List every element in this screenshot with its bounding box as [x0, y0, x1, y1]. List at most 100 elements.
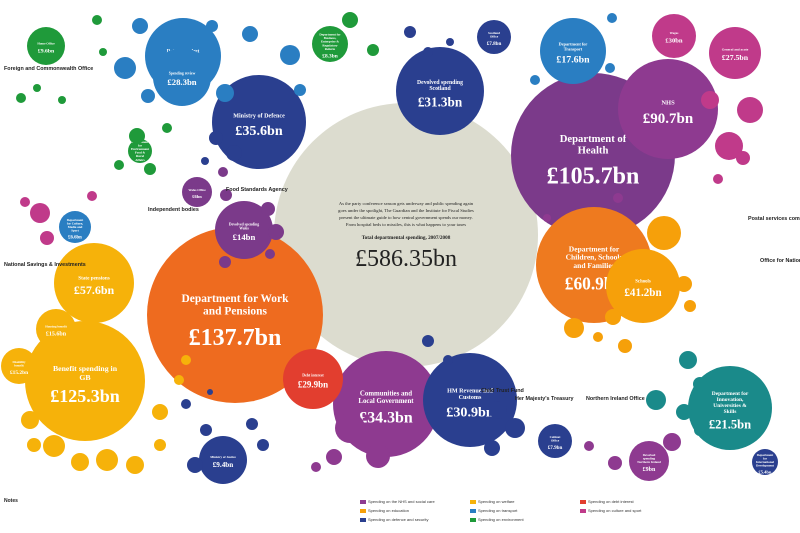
- minor-bubble: [489, 401, 507, 419]
- bubble-value: £137.7bn: [189, 325, 282, 351]
- minor-bubble: [20, 197, 30, 207]
- minor-bubble: [92, 15, 102, 25]
- bubble-label: Office: [551, 439, 560, 443]
- minor-bubble: [335, 413, 365, 443]
- minor-bubble: [126, 456, 144, 474]
- minor-bubble: [646, 390, 666, 410]
- intro-line: goes under the spotlight, The Guardian a…: [338, 208, 474, 214]
- minor-bubble: [505, 418, 525, 438]
- bubble-label: Scotland: [488, 31, 500, 35]
- minor-bubble: [71, 453, 89, 471]
- bubble-label: benefit: [14, 364, 24, 368]
- legend-item: Spending on defence and security: [360, 517, 429, 522]
- bubble-value: £9bn: [643, 467, 656, 473]
- bubble-value: £35.6bn: [235, 123, 283, 139]
- minor-bubble: [676, 404, 692, 420]
- bubble-circle: [423, 353, 517, 447]
- bubble-value: £6bn: [192, 194, 202, 199]
- intro-line: From hospital beds to missiles, this is …: [346, 222, 466, 228]
- legend-label: Spending on culture and sport: [588, 508, 642, 513]
- minor-bubble: [220, 189, 232, 201]
- minor-bubble: [618, 339, 632, 353]
- bubble-circle: [709, 27, 761, 79]
- bubble-value: £21.5bn: [709, 418, 751, 432]
- minor-bubble: [152, 404, 168, 420]
- minor-bubble: [144, 163, 156, 175]
- bubble-label: Business,: [324, 36, 337, 40]
- bubble-value: £28.3bn: [167, 77, 196, 87]
- minor-bubble: [564, 318, 584, 338]
- bubble-label: Universities &: [713, 403, 747, 409]
- minor-bubble: [40, 231, 54, 245]
- bubble-circle: [153, 48, 211, 106]
- bubble-circle: [147, 227, 323, 403]
- minor-bubble: [43, 435, 65, 457]
- minor-bubble: [200, 424, 212, 436]
- minor-bubble: [326, 449, 342, 465]
- bubble-label: GB: [79, 373, 90, 382]
- bubble-circle: [36, 309, 76, 349]
- bubble-label: Local Government: [358, 398, 414, 405]
- bubble-label: Department for: [559, 42, 588, 47]
- minor-bubble: [207, 389, 213, 395]
- bubble-value: £14bn: [233, 232, 256, 242]
- bubble-circle: [538, 424, 572, 458]
- label-foreign-and-commonwealth-office: Foreign and Commonwealth Office: [4, 66, 93, 72]
- minor-bubble: [446, 38, 454, 46]
- bubble-chart: As the party conference season gets unde…: [1, 12, 800, 484]
- bubble-circle: [752, 449, 778, 475]
- bubble-label: Home Office: [37, 42, 55, 46]
- bubble-value: £7.9bn: [548, 445, 563, 451]
- bubble-circle: [1, 348, 37, 384]
- intro-line: present the ultimate guide to how centra…: [339, 215, 473, 220]
- legend-label: Spending on welfare: [478, 499, 515, 504]
- bubble-label: Affairs: [135, 158, 145, 162]
- legend-item: Spending on debt interest: [580, 499, 634, 504]
- bubble-label: Department: [757, 453, 774, 457]
- minor-bubble: [261, 202, 275, 216]
- bubble-home-office: Home Office £9.6bn: [27, 27, 65, 65]
- minor-bubble: [209, 131, 223, 145]
- legend-item: Spending on environment: [470, 517, 524, 522]
- bubble-label: HM Revenue and: [447, 388, 493, 394]
- bubble-value: £17.6bn: [556, 54, 590, 65]
- legend-swatch: [580, 499, 586, 504]
- bubble-state-pensions: State pensions £57.6bn: [54, 243, 134, 323]
- minor-bubble: [16, 93, 26, 103]
- bubble-label: Sport: [71, 228, 80, 232]
- bubble-label: Ministry of Justice: [210, 455, 236, 459]
- total-circle: [274, 103, 538, 367]
- bubble-label: General and acute: [722, 48, 749, 52]
- legend-item: Spending on the NHS and social care: [360, 499, 435, 504]
- bubble-circle: [25, 321, 145, 441]
- bubble-value: £15.6bn: [46, 331, 67, 337]
- bubble-circle: [477, 20, 511, 54]
- bubble-value: £30bn: [665, 38, 683, 45]
- total-bubble: As the party conference season gets unde…: [274, 103, 538, 367]
- bubble-schools: Schools £41.2bn: [606, 249, 680, 323]
- bubble-label: Reform: [325, 47, 336, 51]
- bubble-value: £9.4bn: [213, 461, 234, 469]
- bubble-label: Rural: [136, 154, 144, 158]
- bubble-value: £57.6bn: [74, 283, 115, 297]
- bubble-label: International: [756, 460, 774, 464]
- bubble-label: Enterprise &: [321, 40, 339, 44]
- bubble-circle: [652, 14, 696, 58]
- minor-bubble: [663, 433, 681, 451]
- minor-bubble: [694, 424, 706, 436]
- minor-bubble: [114, 160, 124, 170]
- bubble-label: Innovation,: [717, 397, 744, 403]
- minor-bubble: [607, 13, 617, 23]
- minor-bubble: [201, 157, 209, 165]
- minor-bubble: [715, 132, 743, 160]
- bubble-value: £3.9bn: [134, 164, 147, 169]
- minor-bubble: [33, 84, 41, 92]
- bubble-label: Wales Office: [188, 188, 206, 192]
- bubble-circle: [606, 249, 680, 323]
- legend-swatch: [470, 517, 476, 522]
- minor-bubble: [154, 439, 166, 451]
- minor-bubble: [219, 256, 231, 268]
